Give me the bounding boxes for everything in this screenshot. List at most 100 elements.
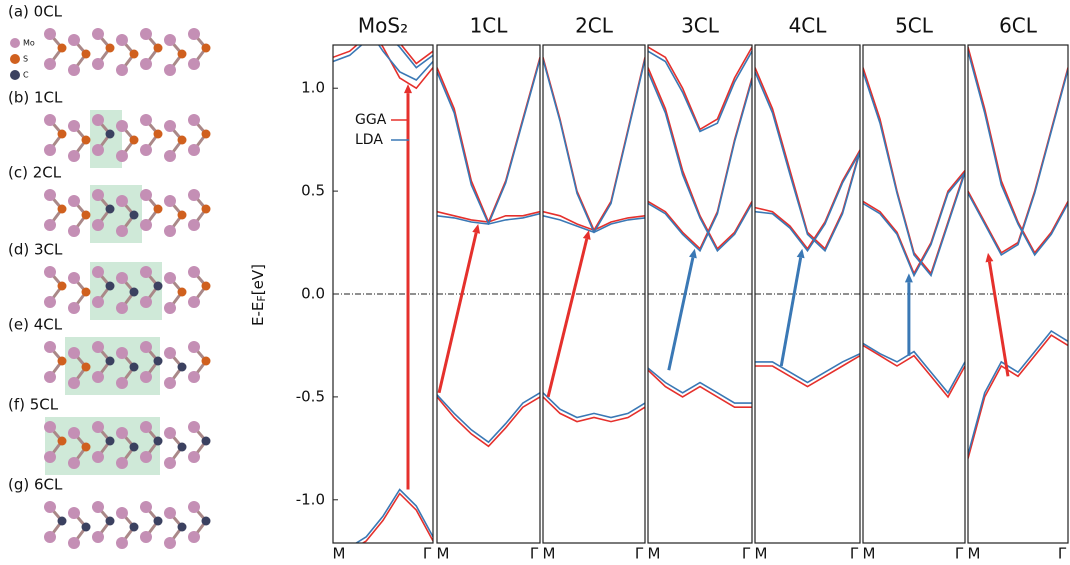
atom-mo (92, 451, 104, 463)
panel (437, 57, 540, 448)
atom-mo (92, 28, 104, 40)
atom-mo (188, 341, 200, 353)
atom-mo (92, 371, 104, 383)
gap-arrow-head (985, 252, 994, 263)
x-tick-label: Γ (423, 545, 432, 563)
panel (333, 45, 433, 543)
structure-label: (e) 4CL (8, 316, 63, 334)
band-line (968, 334, 1068, 459)
atom-mo (164, 272, 176, 284)
atom-mo (116, 347, 128, 359)
atom-s (201, 281, 211, 291)
gap-arrow-head (904, 273, 913, 283)
atom-mo (44, 28, 56, 40)
atom-legend-marker (10, 54, 20, 64)
atom-mo (188, 451, 200, 463)
x-tick-label: M (437, 545, 450, 563)
atom-mo (44, 531, 56, 543)
x-tick-label: M (755, 545, 768, 563)
atom-c (129, 522, 139, 532)
band-line (755, 71, 860, 253)
atom-mo (44, 114, 56, 126)
atom-legend-label: S (23, 55, 28, 64)
legend-label: GGA (355, 112, 387, 128)
atom-mo (68, 377, 80, 389)
atom-mo (68, 302, 80, 314)
atom-mo (92, 114, 104, 126)
gap-arrow-head (472, 224, 481, 234)
atom-s (81, 49, 91, 59)
atom-mo (188, 296, 200, 308)
band-line (437, 67, 540, 224)
atom-s (201, 43, 211, 53)
atom-c (105, 204, 115, 214)
atom-s (153, 204, 163, 214)
atom-mo (116, 457, 128, 469)
atom-mo (164, 120, 176, 132)
atom-mo (116, 195, 128, 207)
band-line (543, 392, 645, 419)
structure-label: (f) 5CL (8, 396, 59, 414)
atom-mo (68, 195, 80, 207)
y-axis-label-main: E-E (249, 302, 267, 326)
band-line (648, 367, 752, 404)
y-tick-label: 1.0 (301, 79, 325, 97)
band-line (333, 45, 433, 65)
atom-mo (188, 421, 200, 433)
band-line (648, 50, 752, 133)
band-line (863, 71, 965, 278)
atom-mo (92, 501, 104, 513)
atom-s (57, 436, 67, 446)
atom-c (153, 516, 163, 526)
y-tick-label: 0.5 (301, 182, 325, 200)
atom-c (201, 516, 211, 526)
band-line (437, 392, 540, 444)
atom-mo (164, 427, 176, 439)
band-line (437, 396, 540, 448)
atom-c (201, 436, 211, 446)
band-line (755, 67, 860, 251)
atom-legend-marker (10, 38, 20, 48)
band-line (863, 344, 965, 399)
panel-frame (754, 44, 861, 544)
panel-frame (647, 44, 753, 544)
atom-mo (140, 114, 152, 126)
panel (755, 67, 860, 388)
y-tick-label: 0.0 (301, 285, 325, 303)
atom-s (153, 129, 163, 139)
y-axis-label: E-EF[eV] (249, 264, 269, 326)
atom-s (57, 204, 67, 214)
band-line (648, 79, 752, 253)
atom-c (177, 442, 187, 452)
atom-mo (140, 531, 152, 543)
structure-label: (g) 6CL (8, 476, 63, 494)
panel-frame (542, 44, 646, 544)
band-line (380, 45, 433, 90)
panel (863, 67, 965, 399)
atom-mo (188, 58, 200, 70)
atom-s (81, 287, 91, 297)
band-line (863, 67, 965, 276)
structure-label: (a) 0CL (8, 3, 63, 21)
atom-mo (164, 150, 176, 162)
atom-legend-label: Mo (23, 39, 35, 48)
atom-mo (116, 64, 128, 76)
atom-mo (164, 302, 176, 314)
atom-s (177, 287, 187, 297)
atom-mo (44, 451, 56, 463)
panel-title: MoS₂ (358, 14, 408, 38)
atom-s (129, 49, 139, 59)
atom-mo (44, 189, 56, 201)
panel (648, 46, 752, 408)
atom-c (105, 129, 115, 139)
band-line (648, 46, 752, 131)
structure-label: (c) 2CL (8, 164, 62, 182)
atom-c (177, 522, 187, 532)
atom-mo (188, 114, 200, 126)
atom-mo (140, 371, 152, 383)
atom-c (105, 281, 115, 291)
x-tick-label: Γ (635, 545, 644, 563)
atom-mo (164, 457, 176, 469)
band-line (354, 488, 433, 543)
